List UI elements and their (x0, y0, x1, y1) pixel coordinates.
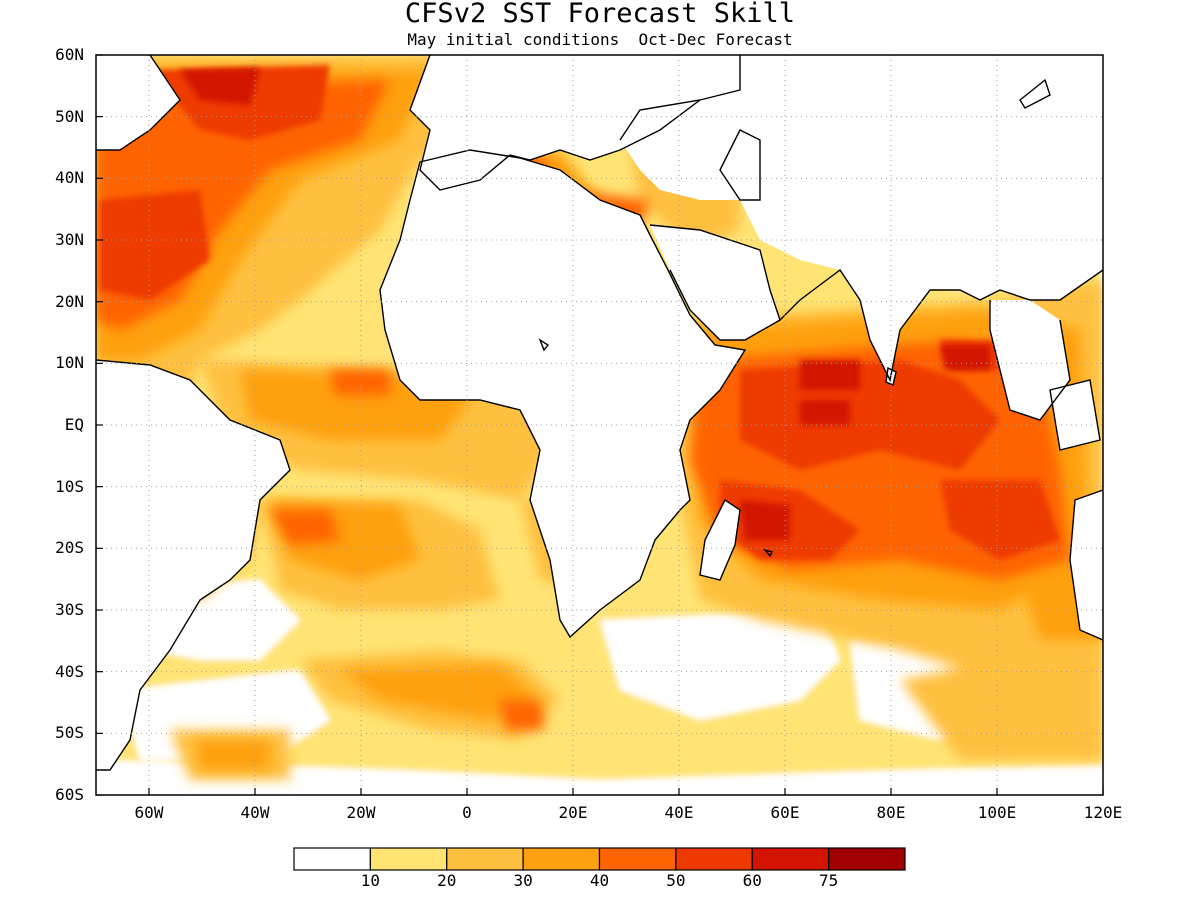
colorbar-swatch (751, 847, 830, 871)
lon-tick-label: 0 (462, 803, 472, 822)
coastlines (96, 55, 1103, 771)
lon-tick-label: 20W (346, 803, 376, 822)
lon-tick-label: 100E (977, 803, 1017, 822)
lat-tick-label: 40S (55, 661, 84, 681)
colorbar-label: 60 (742, 871, 762, 890)
colorbar-label: 30 (513, 871, 533, 890)
colorbar-label: 75 (818, 871, 839, 890)
colorbar-swatch (293, 847, 371, 871)
colorbar-swatch (369, 847, 448, 871)
colorbar-swatch (522, 847, 601, 871)
colorbar-label: 10 (360, 871, 380, 890)
colorbar-swatch (446, 847, 524, 871)
lat-tick-label: EQ (64, 415, 84, 434)
lat-tick-label: 50N (55, 106, 84, 126)
axis-ticks (96, 54, 1104, 796)
colorbar (293, 847, 906, 871)
lon-tick-label: 20E (558, 803, 588, 822)
lon-tick-label: 60E (770, 803, 800, 822)
skill-field (96, 55, 1103, 795)
colorbar-swatch (598, 847, 677, 871)
colorbar-label: 40 (589, 871, 610, 890)
lon-tick-label: 60W (134, 803, 164, 822)
colorbar-swatch (675, 847, 753, 871)
lat-tick-label: 20N (55, 291, 84, 311)
colorbar-label: 50 (666, 871, 686, 890)
chart-title: CFSv2 SST Forecast Skill (404, 0, 796, 29)
skill-level-60-75 (180, 68, 990, 540)
lat-tick-label: 30S (55, 600, 84, 619)
map-gridlines (96, 55, 1103, 795)
land-masses (96, 55, 1103, 770)
lon-tick-label: 40W (240, 803, 270, 822)
lat-tick-label: 20S (55, 538, 84, 558)
lat-tick-label: 50S (55, 723, 84, 743)
lat-tick-label: 10N (55, 353, 84, 373)
lon-tick-label: 40E (664, 803, 694, 822)
lon-tick-label: 120E (1083, 803, 1123, 822)
chart-subtitle: May initial conditions Oct-Dec Forecast (407, 30, 793, 49)
lat-tick-label: 60S (55, 785, 84, 804)
colorbar-swatch (828, 847, 906, 871)
lat-tick-label: 30N (55, 230, 84, 249)
lon-tick-label: 80E (876, 803, 906, 822)
colorbar-label: 20 (437, 871, 457, 890)
lat-tick-label: 10S (55, 476, 84, 496)
lat-tick-label: 40N (55, 168, 84, 188)
lat-tick-label: 60N (55, 45, 84, 64)
